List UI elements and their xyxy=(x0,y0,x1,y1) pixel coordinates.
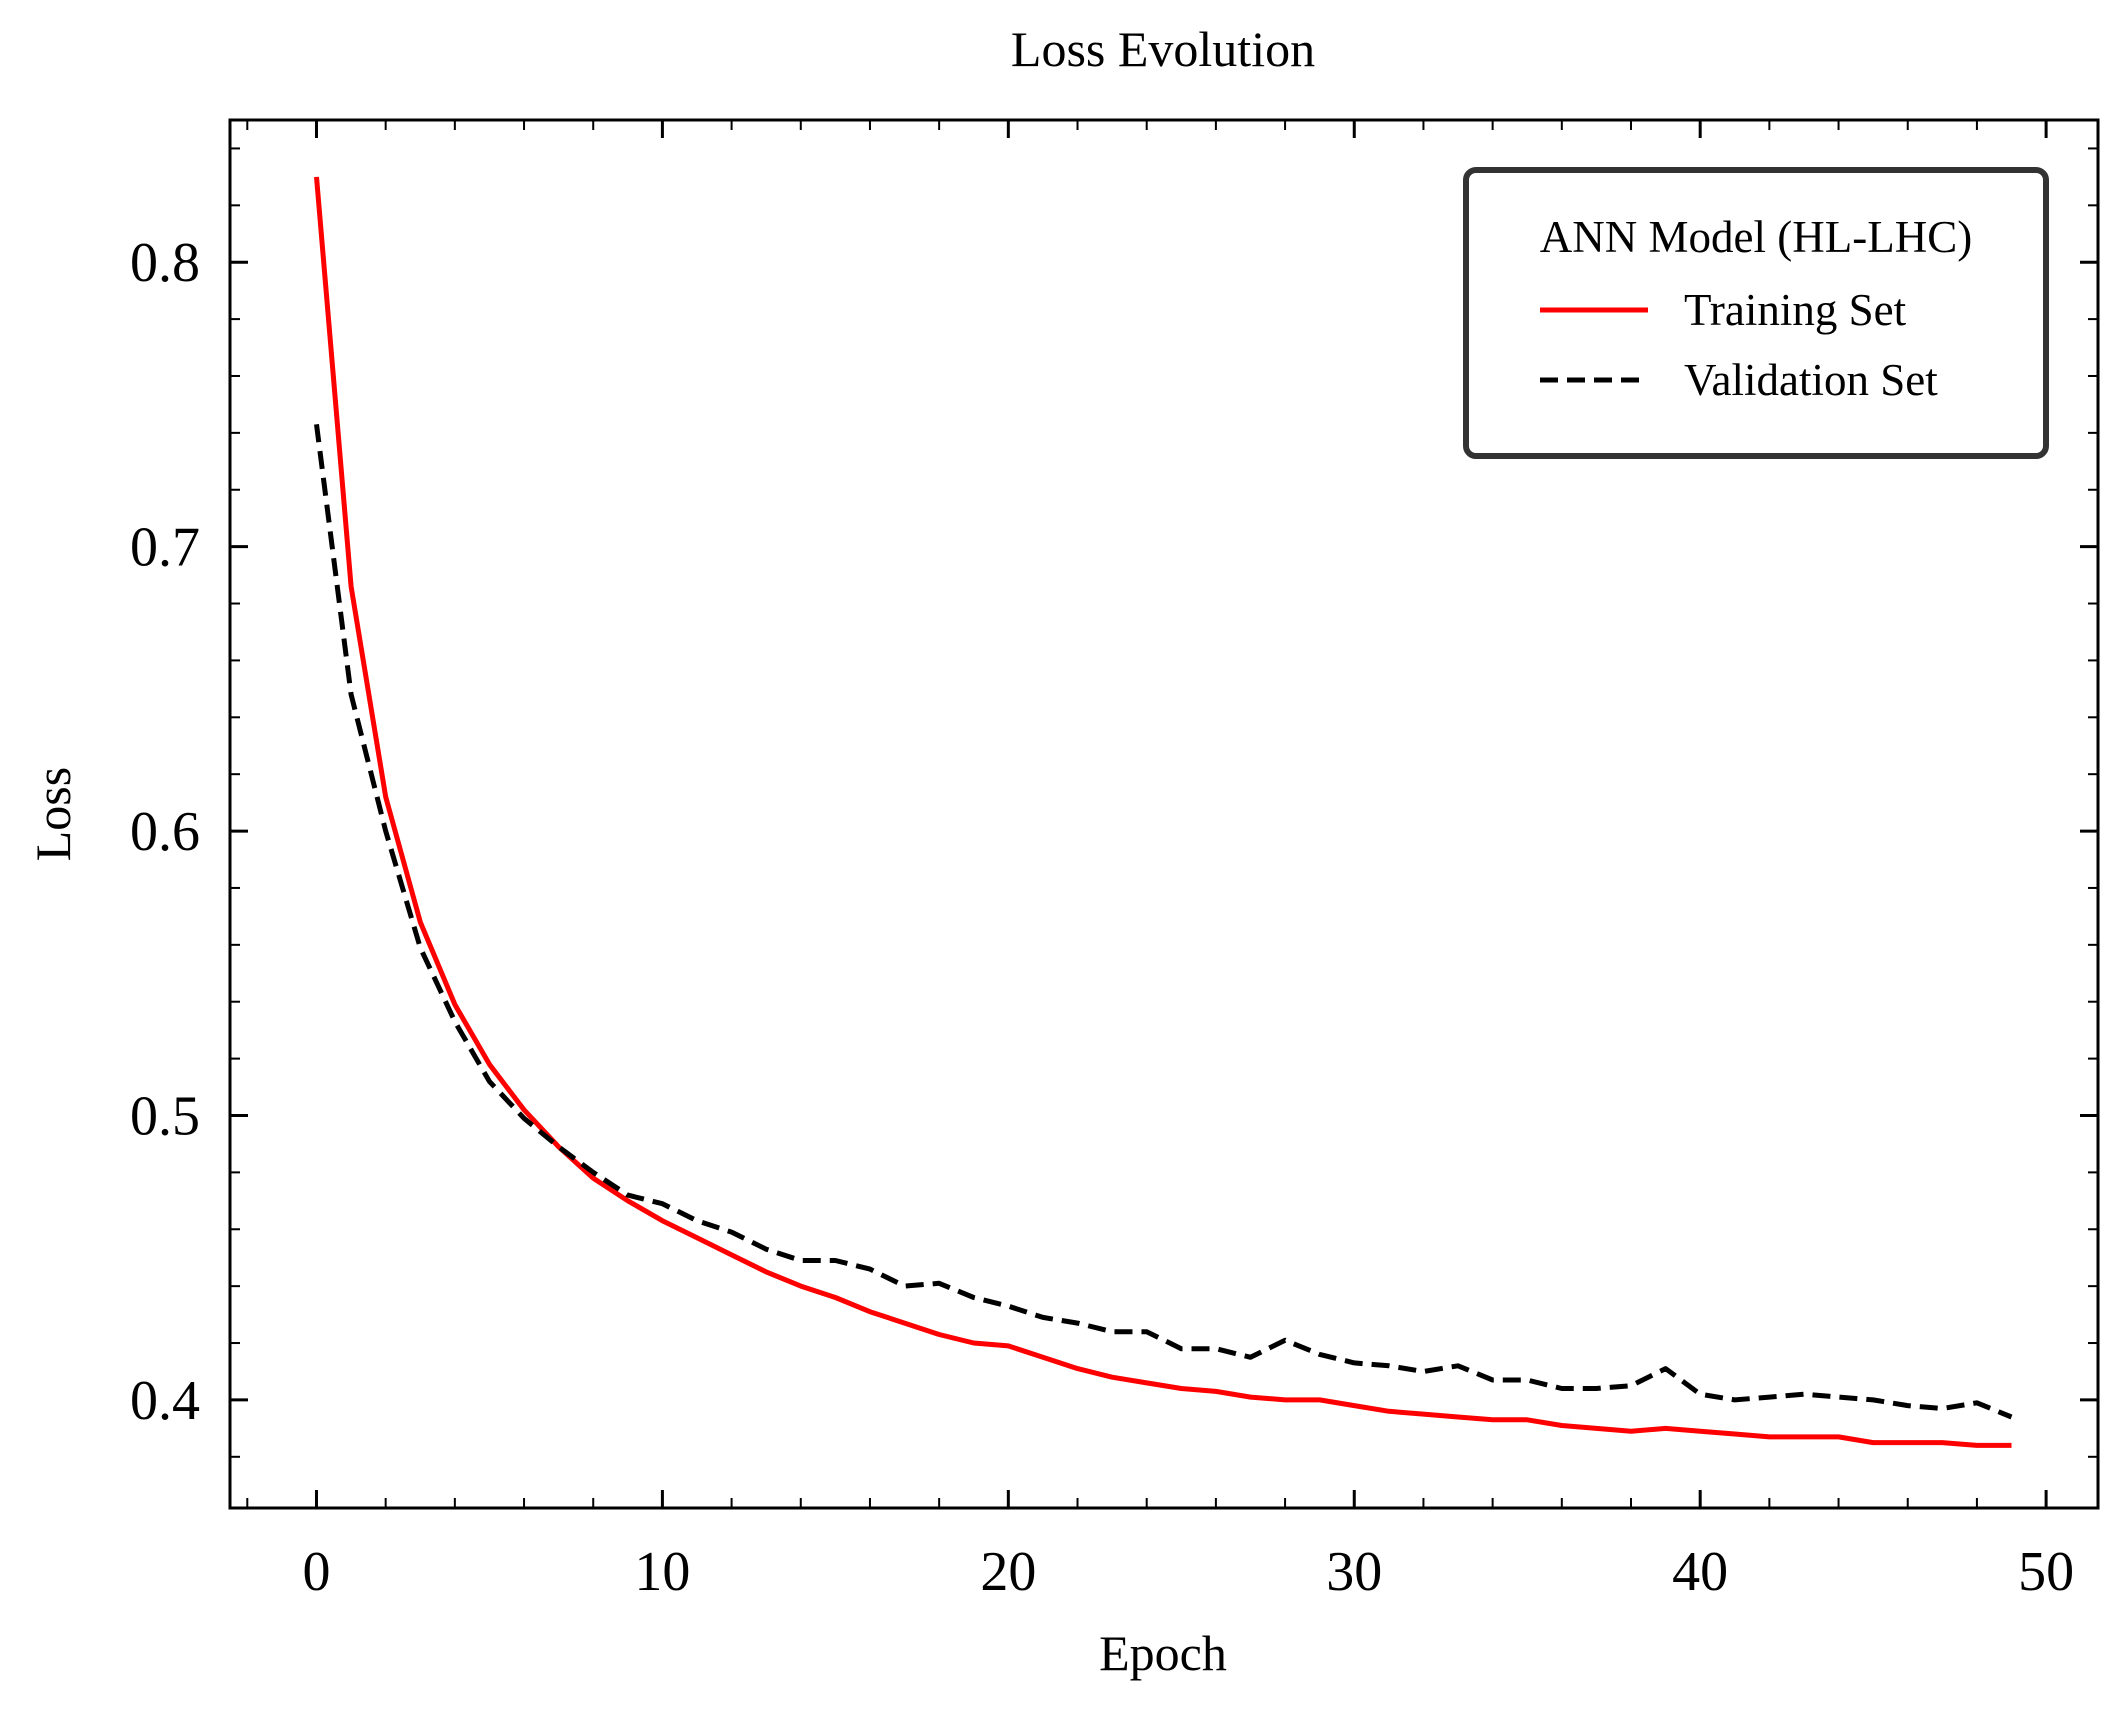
x-tick-label: 50 xyxy=(2018,1541,2074,1603)
x-tick-label: 20 xyxy=(980,1541,1036,1603)
x-tick-label: 10 xyxy=(634,1541,690,1603)
y-axis-label: Loss xyxy=(25,767,81,861)
axis-tick-labels: 0 10 20 30 40 50 0.4 0.5 0.6 0.7 0.8 xyxy=(130,232,2074,1603)
legend-validation-label: Validation Set xyxy=(1684,355,1938,405)
x-tick-label: 40 xyxy=(1672,1541,1728,1603)
x-tick-label: 0 xyxy=(302,1541,330,1603)
legend-training-label: Training Set xyxy=(1684,285,1907,335)
y-tick-label: 0.8 xyxy=(130,232,200,294)
y-tick-label: 0.5 xyxy=(130,1085,200,1147)
validation-set-line xyxy=(314,423,2013,1420)
y-tick-label: 0.7 xyxy=(130,517,200,579)
axis-ticks xyxy=(230,120,2098,1508)
chart-title: Loss Evolution xyxy=(1011,21,1315,77)
training-set-line xyxy=(314,176,2012,1448)
legend-title: ANN Model (HL-LHC) xyxy=(1540,212,1972,262)
y-tick-label: 0.6 xyxy=(130,801,200,863)
x-axis-label: Epoch xyxy=(1099,1625,1227,1681)
legend-box xyxy=(1463,167,2049,459)
y-tick-label: 0.4 xyxy=(130,1370,200,1432)
plot-frame xyxy=(228,118,2100,1510)
x-tick-label: 30 xyxy=(1326,1541,1382,1603)
legend: ANN Model (HL-LHC) Training Set Validati… xyxy=(1463,167,2049,459)
